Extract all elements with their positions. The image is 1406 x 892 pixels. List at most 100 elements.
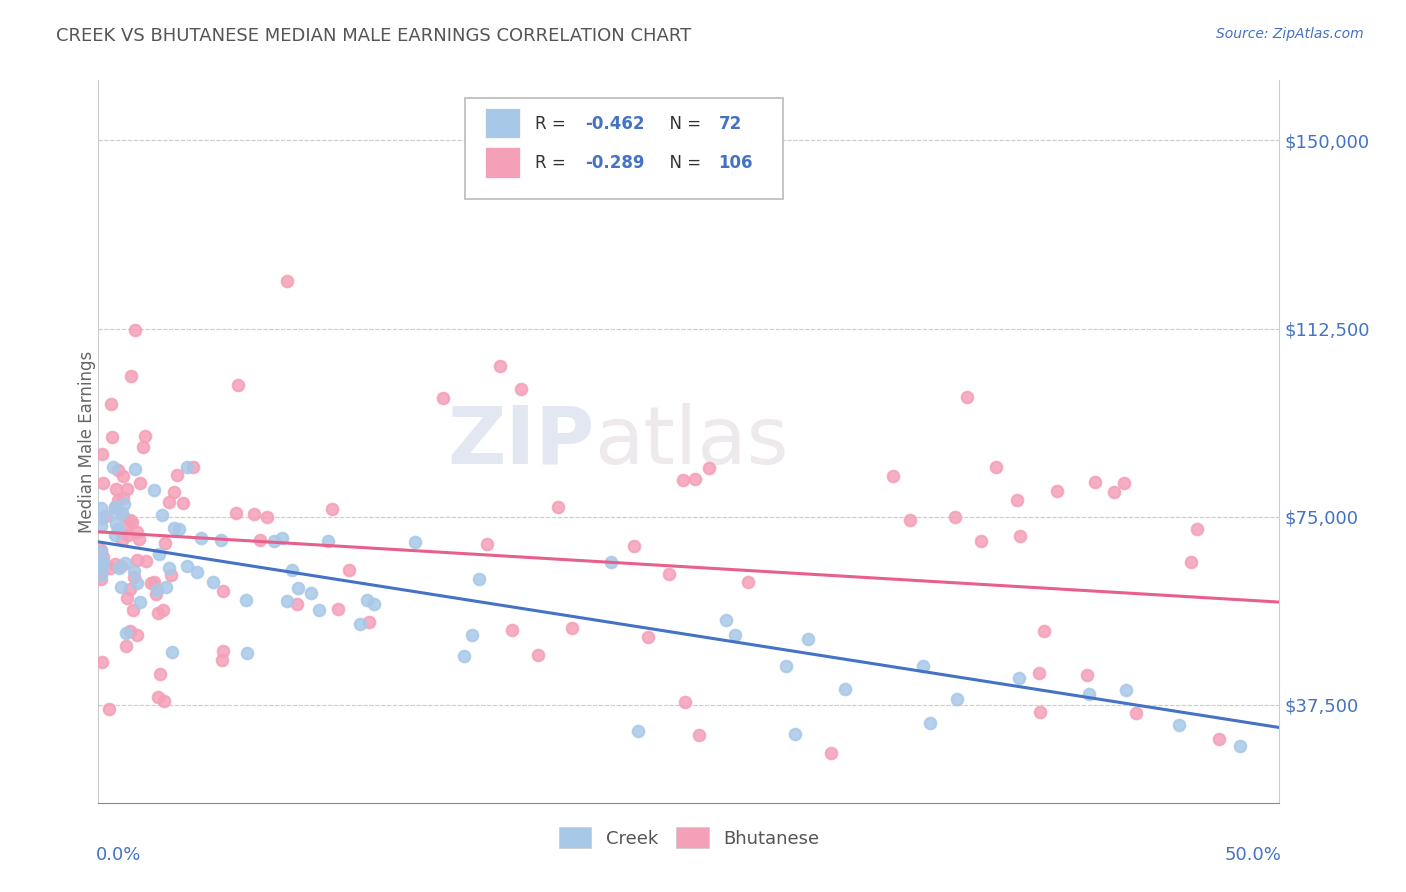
Point [1029, 705, 1052, 719]
Point [501, 623, 523, 637]
Point [1008, 671, 1031, 685]
Point [153, 694, 176, 708]
Point [94, 508, 117, 523]
Point [209, 533, 232, 547]
Point [243, 507, 266, 521]
Point [1208, 732, 1230, 747]
Point [276, 274, 298, 288]
Point [114, 556, 136, 570]
Point [737, 575, 759, 590]
Point [1125, 706, 1147, 721]
Point [91, 475, 114, 490]
Text: CREEK VS BHUTANESE MEDIAN MALE EARNINGS CORRELATION CHART: CREEK VS BHUTANESE MEDIAN MALE EARNINGS … [56, 27, 692, 45]
Bar [485, 147, 520, 178]
Point [146, 582, 169, 597]
Point [142, 483, 165, 497]
Point [658, 567, 681, 582]
Text: atlas: atlas [595, 402, 789, 481]
Point [155, 535, 177, 549]
Point [328, 602, 350, 616]
Point [271, 531, 294, 545]
Point [783, 726, 806, 740]
Point [157, 561, 180, 575]
Point [163, 485, 186, 500]
Point [91, 559, 114, 574]
Point [115, 518, 138, 533]
Point [163, 521, 186, 535]
Point [212, 583, 235, 598]
Point [107, 493, 129, 508]
Point [111, 468, 134, 483]
Point [91, 447, 114, 461]
Point [637, 631, 659, 645]
Point [139, 575, 162, 590]
Point [90, 566, 112, 581]
Point [453, 648, 475, 663]
Point [125, 525, 148, 540]
Point [111, 508, 134, 522]
Text: 50.0%: 50.0% [1225, 847, 1282, 864]
Point [190, 531, 212, 545]
Text: 0.0%: 0.0% [96, 847, 142, 864]
Point [100, 397, 122, 411]
Point [212, 643, 235, 657]
Text: 72: 72 [718, 115, 742, 133]
Point [131, 441, 153, 455]
Point [363, 597, 385, 611]
Point [128, 476, 150, 491]
Point [134, 429, 156, 443]
Point [145, 587, 167, 601]
Point [93, 549, 115, 564]
Point [124, 569, 146, 583]
Point [149, 667, 172, 681]
Point [510, 382, 533, 396]
Point [475, 537, 498, 551]
Point [918, 716, 941, 731]
Legend: Creek, Bhutanese: Creek, Bhutanese [551, 820, 827, 855]
Point [349, 617, 371, 632]
Point [117, 527, 139, 541]
Point [561, 621, 583, 635]
Text: -0.289: -0.289 [585, 154, 644, 172]
Point [157, 495, 180, 509]
Point [104, 500, 127, 515]
Point [112, 491, 135, 505]
Point [688, 728, 710, 742]
Point [98, 561, 121, 575]
Point [263, 533, 285, 548]
Point [299, 585, 322, 599]
Point [122, 565, 145, 579]
Point [143, 575, 166, 590]
Point [276, 594, 298, 608]
Point [432, 391, 454, 405]
Point [882, 469, 904, 483]
Point [1187, 522, 1209, 536]
Point [176, 559, 198, 574]
Point [316, 533, 339, 548]
Text: R =: R = [536, 115, 571, 133]
Point [186, 565, 208, 579]
Point [249, 533, 271, 548]
Point [97, 702, 120, 716]
Point [526, 648, 548, 662]
Point [287, 581, 309, 595]
Point [90, 555, 112, 569]
Point [115, 626, 138, 640]
Point [356, 592, 378, 607]
Point [108, 561, 131, 575]
Point [104, 500, 127, 514]
Point [226, 378, 249, 392]
Point [128, 533, 150, 547]
Point [1078, 687, 1101, 701]
Point [1005, 493, 1028, 508]
Point [984, 459, 1007, 474]
Point [834, 681, 856, 696]
Point [129, 595, 152, 609]
Point [91, 656, 114, 670]
Point [148, 547, 170, 561]
Point [152, 603, 174, 617]
Point [90, 567, 112, 582]
Point [1028, 665, 1050, 680]
Point [115, 591, 138, 605]
Point [101, 430, 124, 444]
